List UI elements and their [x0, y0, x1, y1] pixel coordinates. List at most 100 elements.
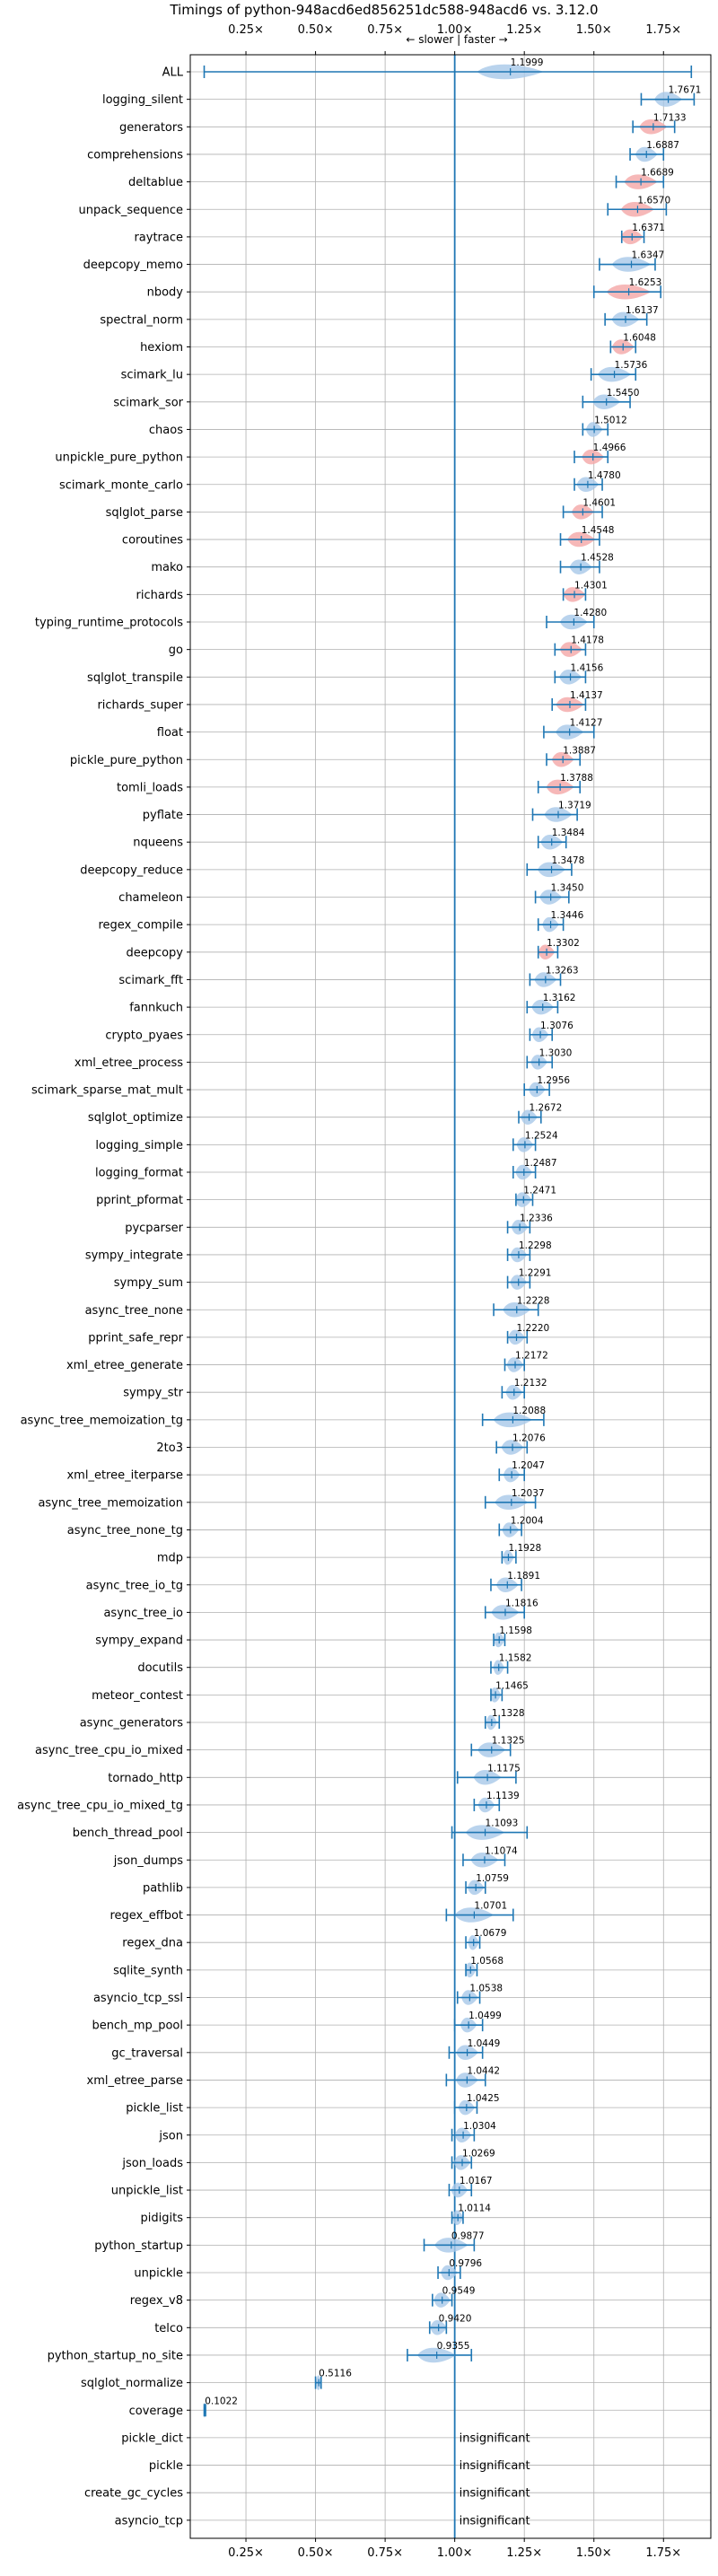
category-label: gc_traversal: [111, 2046, 183, 2060]
category-label: json_dumps: [113, 1854, 183, 1868]
value-label: 1.2047: [512, 1460, 545, 1471]
category-label: python_startup_no_site: [48, 2349, 183, 2362]
value-label: 1.1582: [499, 1653, 532, 1664]
category-label: tomli_loads: [117, 781, 183, 794]
value-label: 1.2298: [519, 1240, 552, 1251]
category-label: typing_runtime_protocols: [35, 617, 183, 630]
category-label: async_tree_io: [103, 1607, 183, 1620]
value-label: 1.4780: [588, 470, 621, 481]
value-label: 0.5116: [319, 2369, 352, 2379]
x-tick-label-top: 0.50×: [298, 23, 334, 37]
value-label: 0.9420: [439, 2313, 472, 2324]
category-label: pycparser: [125, 1222, 183, 1235]
category-label: mdp: [157, 1552, 183, 1565]
category-label: chaos: [149, 424, 183, 437]
category-label: sqlglot_normalize: [81, 2377, 183, 2390]
value-label: 1.3887: [563, 745, 596, 756]
value-label: 1.4301: [574, 580, 608, 591]
category-label: sympy_expand: [95, 1634, 183, 1648]
category-label: scimark_sparse_mat_mult: [31, 1084, 183, 1098]
value-label: 1.1465: [495, 1680, 529, 1691]
category-label: comprehensions: [87, 148, 183, 162]
category-label: async_tree_none: [85, 1304, 183, 1318]
category-label: coroutines: [122, 534, 183, 548]
category-label: sympy_str: [123, 1387, 183, 1400]
x-tick-label-top: 0.75×: [367, 23, 403, 37]
value-label: 1.2088: [512, 1406, 546, 1416]
value-label: 1.2132: [514, 1378, 547, 1389]
category-label: asyncio_tcp: [115, 2514, 183, 2528]
value-label: 0.9549: [442, 2286, 476, 2297]
category-label: logging_silent: [102, 93, 183, 107]
value-label: 1.1999: [511, 57, 544, 68]
value-label: 1.4137: [570, 690, 603, 701]
value-label: 1.0114: [458, 2204, 491, 2214]
x-tick-label-bottom: 0.75×: [367, 2546, 403, 2560]
x-tick-label-top: 1.75×: [645, 23, 681, 37]
category-label: xml_etree_process: [74, 1056, 183, 1070]
plot-frame: [189, 54, 712, 2539]
x-tick-label-top: 1.00×: [437, 23, 473, 37]
x-tick-label-bottom: 0.50×: [298, 2546, 334, 2560]
value-label: 1.3450: [551, 883, 584, 894]
category-label: pprint_pformat: [96, 1194, 183, 1207]
category-label: async_generators: [80, 1717, 184, 1730]
value-label: 1.3302: [547, 938, 580, 949]
category-label: unpickle_list: [111, 2185, 183, 2198]
value-label: 1.1598: [499, 1625, 532, 1636]
category-label: async_tree_cpu_io_mixed_tg: [17, 1799, 183, 1812]
category-label: python_startup: [94, 2239, 183, 2253]
value-label: 1.3484: [552, 828, 585, 838]
category-label: regex_effbot: [109, 1909, 183, 1923]
value-label: 1.0304: [463, 2121, 496, 2132]
x-tick-label-top: 1.25×: [506, 23, 542, 37]
category-label: pickle_list: [126, 2102, 183, 2116]
value-label: 1.3719: [558, 801, 591, 811]
category-label: pprint_safe_repr: [88, 1331, 183, 1345]
value-label: 1.6048: [623, 333, 656, 344]
category-label: meteor_contest: [92, 1689, 183, 1703]
category-label: fannkuch: [129, 1002, 183, 1015]
category-label: 2to3: [156, 1441, 183, 1455]
category-label: chameleon: [118, 891, 183, 905]
value-label: 1.4601: [582, 497, 616, 508]
whisker-layer: [203, 66, 696, 2417]
category-label: async_tree_io_tg: [86, 1579, 183, 1592]
category-label: docutils: [137, 1661, 183, 1675]
value-label: 0.9877: [451, 2230, 485, 2241]
value-label: 1.0759: [476, 1873, 509, 1884]
category-label: richards_super: [97, 698, 183, 712]
x-tick-label-bottom: 1.75×: [645, 2546, 681, 2560]
category-label: pidigits: [141, 2212, 184, 2225]
value-label: 1.1328: [492, 1708, 525, 1719]
value-label: 1.4528: [581, 553, 614, 564]
value-label: 0.1022: [205, 2396, 238, 2406]
category-label: mako: [151, 561, 183, 574]
category-label: regex_v8: [130, 2294, 183, 2308]
value-label: 1.2004: [511, 1515, 544, 1526]
category-label: json: [158, 2129, 183, 2142]
value-label: 1.6887: [646, 140, 679, 151]
category-label: regex_compile: [98, 919, 183, 933]
value-label: 0.9796: [449, 2258, 482, 2269]
x-tick-label-bottom: 1.50×: [576, 2546, 612, 2560]
category-label: scimark_lu: [121, 369, 183, 382]
value-label: 1.4156: [571, 662, 604, 673]
category-label: logging_format: [95, 1167, 183, 1180]
category-label: spectral_norm: [100, 313, 183, 327]
value-label: 1.1093: [486, 1818, 519, 1829]
category-label: pathlib: [143, 1881, 183, 1895]
value-label-layer: 1.1999 1.7671 1.7133 1.6887 1.6689 1.6570 1.63…: [205, 57, 701, 2528]
category-label: deepcopy_memo: [83, 258, 183, 272]
grid-layer: [190, 55, 711, 2538]
value-label: 1.3263: [546, 965, 579, 976]
x-tick-label-bottom: 1.00×: [437, 2546, 473, 2560]
category-label: sympy_integrate: [85, 1249, 183, 1262]
value-label: 1.0425: [467, 2093, 500, 2104]
category-label: asyncio_tcp_ssl: [93, 1992, 183, 2005]
category-label: logging_simple: [95, 1139, 183, 1152]
value-label: 1.2956: [537, 1075, 570, 1086]
category-label: async_tree_none_tg: [67, 1524, 183, 1538]
value-label: 1.6253: [629, 277, 662, 288]
